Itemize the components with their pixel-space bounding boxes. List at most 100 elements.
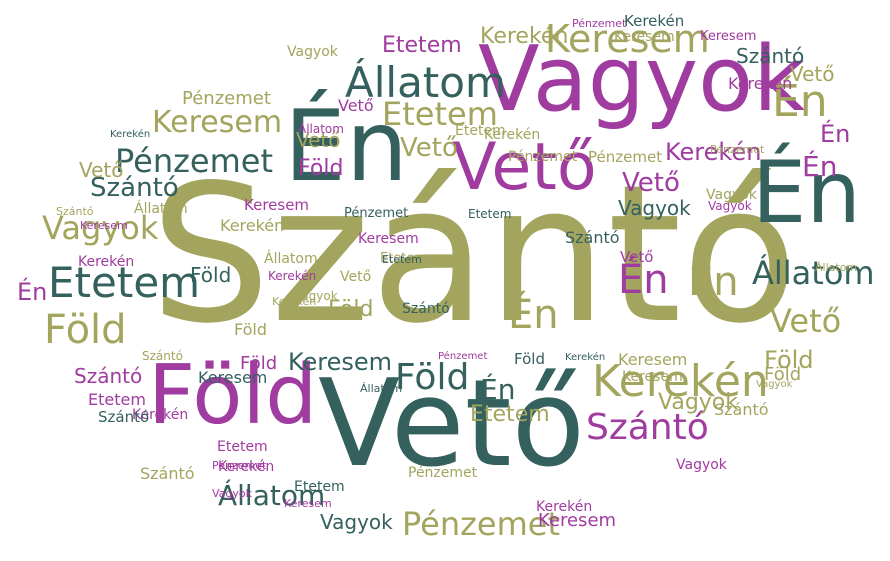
- word-etetem: Etetem: [217, 439, 268, 455]
- word-vagyok: Vagyok: [756, 379, 793, 390]
- word-penzemet: Pénzemet: [588, 148, 663, 166]
- word-en: Én: [802, 150, 838, 183]
- word-vagyok: Vagyok: [42, 209, 159, 247]
- word-veto: Vető: [770, 302, 842, 340]
- word-fold: Föld: [298, 156, 344, 181]
- word-penzemet: Pénzemet: [710, 143, 765, 156]
- word-etetem: Etetem: [382, 95, 498, 133]
- word-fold: Föld: [44, 307, 127, 353]
- word-kereken: Kerekén: [132, 407, 189, 423]
- word-fold: Föld: [234, 320, 268, 339]
- word-etetem: Etetem: [88, 390, 146, 409]
- word-vagyok: Vagyok: [478, 27, 806, 132]
- word-penzemet: Pénzemet: [438, 351, 488, 362]
- word-kereken: Kerekén: [110, 129, 151, 140]
- word-kereken: Kerekén: [565, 352, 606, 363]
- word-etetem: Etetem: [380, 251, 428, 266]
- word-veto: Vető: [79, 158, 124, 182]
- word-keresem: Keresem: [538, 510, 617, 531]
- word-allatom: Állatom: [134, 201, 188, 217]
- word-keresem: Keresem: [622, 369, 683, 385]
- word-veto: Vető: [296, 128, 341, 152]
- word-en: Én: [618, 257, 669, 303]
- word-szanto: Szántó: [140, 464, 195, 483]
- word-keresem: Keresem: [244, 196, 310, 214]
- word-etetem: Etetem: [468, 207, 512, 221]
- word-en: Én: [772, 76, 828, 127]
- word-keresem: Keresem: [614, 29, 675, 45]
- word-allatom: Állatom: [752, 254, 875, 292]
- word-fold: Föld: [328, 297, 374, 322]
- word-szanto: Szántó: [402, 301, 450, 317]
- word-en: Én: [820, 120, 851, 148]
- word-vagyok: Vagyok: [708, 199, 752, 213]
- word-allatom: Állatom: [815, 261, 858, 274]
- word-kereken: Kerekén: [220, 216, 285, 235]
- word-veto: Vető: [620, 248, 654, 266]
- word-kereken: Kerekén: [272, 295, 317, 308]
- word-penzemet: Pénzemet: [212, 459, 267, 472]
- word-veto: Vető: [790, 62, 835, 86]
- word-veto: Vető: [338, 96, 374, 115]
- word-penzemet: Pénzemet: [408, 465, 478, 481]
- word-kereken: Kerekén: [728, 74, 793, 93]
- word-kereken: Kerekén: [624, 12, 685, 30]
- word-vagyok: Vagyok: [287, 44, 338, 60]
- word-vagyok: Vagyok: [212, 487, 253, 500]
- word-keresem: Keresem: [618, 350, 688, 369]
- word-keresem: Keresem: [358, 231, 419, 247]
- word-veto: Vető: [340, 269, 372, 285]
- word-keresem: Keresem: [700, 29, 757, 44]
- word-szanto: Szántó: [736, 44, 805, 68]
- word-kereken: Kerekén: [665, 138, 762, 166]
- word-fold: Föld: [764, 364, 802, 385]
- word-veto: Vető: [318, 355, 586, 494]
- word-penzemet: Pénzemet: [344, 206, 409, 221]
- word-vagyok: Vagyok: [658, 390, 739, 415]
- word-veto: Vető: [400, 133, 458, 163]
- word-szanto: Szántó: [98, 408, 150, 426]
- word-szanto: Szántó: [586, 407, 709, 448]
- word-en: Én: [688, 259, 739, 305]
- word-allatom: Állatom: [345, 58, 506, 107]
- word-allatom: Állatom: [218, 479, 326, 512]
- word-en: Én: [752, 143, 861, 243]
- word-allatom: Állatom: [360, 382, 403, 395]
- word-etetem: Etetem: [455, 123, 506, 139]
- word-keresem: Keresem: [152, 105, 283, 140]
- word-kereken: Kerekén: [268, 269, 317, 283]
- word-veto: Vető: [622, 168, 680, 198]
- word-keresem: Keresem: [80, 219, 128, 232]
- word-en: Én: [480, 373, 516, 406]
- word-vagyok: Vagyok: [294, 289, 338, 303]
- word-etetem: Etetem: [382, 33, 462, 58]
- word-veto: Vető: [452, 130, 597, 205]
- word-keresem: Keresem: [288, 348, 393, 376]
- word-keresem: Keresem: [198, 368, 268, 387]
- word-vagyok: Vagyok: [618, 196, 691, 220]
- word-vagyok: Vagyok: [676, 457, 727, 473]
- word-keresem: Keresem: [545, 17, 710, 61]
- word-allatom: Állatom: [298, 122, 344, 136]
- word-szanto: Szántó: [56, 205, 94, 218]
- word-en: Én: [284, 90, 409, 204]
- word-szanto: Szántó: [565, 228, 620, 247]
- word-etetem: Etetem: [470, 402, 550, 427]
- word-szanto: Szántó: [150, 144, 798, 365]
- word-vagyok: Vagyok: [320, 510, 393, 534]
- word-kereken: Kerekén: [218, 459, 275, 475]
- word-etetem: Etetem: [48, 258, 201, 307]
- word-fold: Föld: [148, 348, 318, 443]
- word-penzemet: Pénzemet: [115, 142, 274, 180]
- word-fold: Föld: [190, 263, 232, 287]
- word-kereken: Kerekén: [480, 24, 569, 49]
- word-kereken: Kerekén: [536, 499, 593, 515]
- word-kereken: Kerekén: [78, 254, 135, 270]
- word-penzemet: Pénzemet: [508, 149, 578, 165]
- word-fold: Föld: [240, 353, 278, 374]
- word-penzemet: Pénzemet: [572, 17, 627, 30]
- word-en: Én: [508, 292, 559, 338]
- word-vagyok: Vagyok: [706, 187, 757, 203]
- word-kereken: Kerekén: [592, 356, 769, 407]
